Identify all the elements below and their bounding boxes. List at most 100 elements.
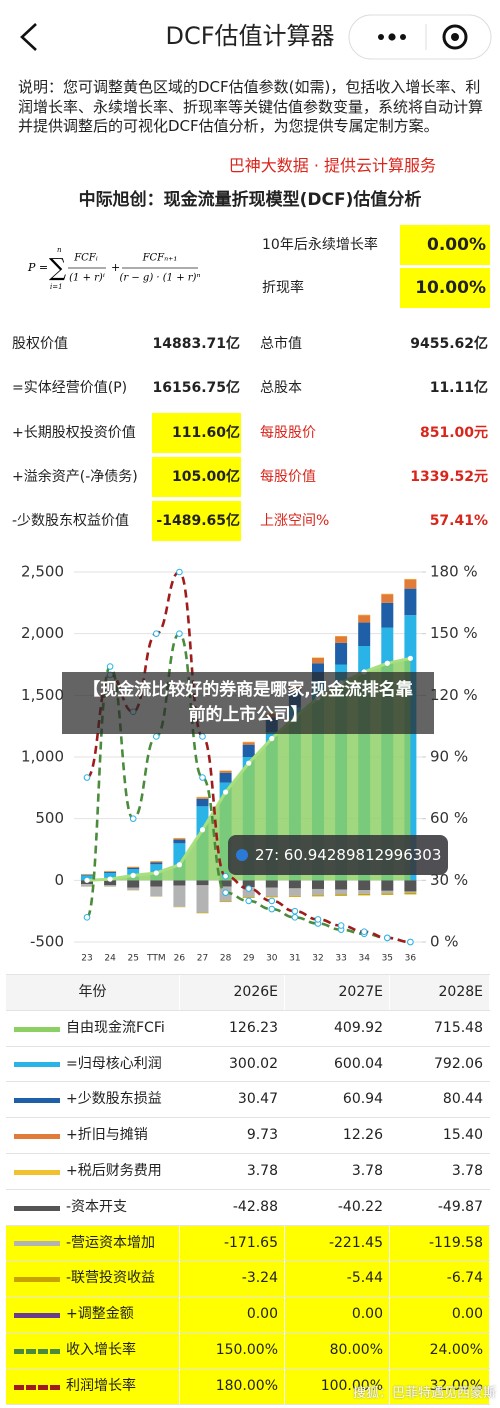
ad-banner[interactable]: 【现金流比较好的券商是哪家,现金流排名靠前的上市公司】 <box>62 672 434 734</box>
bar <box>358 880 371 891</box>
point <box>176 862 182 868</box>
metric-label: 总市值 <box>260 336 302 352</box>
legend-label: 自由现金流FCFi <box>66 1019 165 1036</box>
bar <box>335 636 348 643</box>
bar <box>104 885 117 887</box>
row-line <box>6 1260 490 1262</box>
table-cell: 300.02 <box>180 1046 284 1082</box>
point <box>245 897 252 905</box>
point <box>84 877 90 883</box>
y2-tick-label: 0 % <box>430 933 459 951</box>
bar <box>196 912 209 914</box>
table-cell[interactable]: -3.24 <box>180 1261 284 1297</box>
x-tick-label: 33 <box>335 954 346 964</box>
credit: 巴神大数据 · 提供云计算服务 <box>228 156 436 175</box>
legend-label: 利润增长率 <box>66 1377 136 1394</box>
intro-text: 说明：您可调整黄色区域的DCF估值参数(如需)，包括收入增长率、利润增长率、永续… <box>18 78 484 135</box>
bar <box>173 839 186 844</box>
tooltip-dot <box>236 849 248 861</box>
bar <box>242 742 255 745</box>
ad-banner-text: 【现金流比较好的券商是哪家,现金流排名靠前的上市公司】 <box>83 680 413 725</box>
bar <box>312 888 324 896</box>
value-input[interactable] <box>152 412 241 453</box>
bar <box>150 886 163 897</box>
row-label: =归母核心利润 <box>6 1046 179 1082</box>
line <box>85 632 411 944</box>
table-cell: -42.88 <box>180 1189 284 1225</box>
table-cell[interactable]: 80.00% <box>285 1333 389 1368</box>
page-title: DCF估值计算器 <box>165 22 335 50</box>
metric-label: 每股价值 <box>260 468 316 485</box>
param-input[interactable]: 10.00% <box>400 268 490 308</box>
bar <box>219 880 232 887</box>
row-label: 利润增长率 <box>6 1368 179 1404</box>
point <box>223 789 229 795</box>
table-cell: -40.22 <box>285 1189 389 1225</box>
row-label: +税后财务费用 <box>6 1154 179 1189</box>
legend-label: +税后财务费用 <box>66 1163 162 1179</box>
table-cell[interactable]: 0.00 <box>180 1297 284 1332</box>
bar <box>265 887 278 897</box>
metric-value: 851.00元 <box>419 424 488 441</box>
header-cell: 年份 <box>6 975 179 1010</box>
table-cell[interactable]: 0.00 <box>285 1297 389 1332</box>
param-label: 折现率 <box>262 280 304 296</box>
point <box>199 733 206 740</box>
bar <box>335 889 348 895</box>
legend-swatch <box>14 1348 60 1354</box>
x-tick-label: 36 <box>405 954 417 964</box>
metric-label: +溢余资产(-净债务) <box>12 468 138 485</box>
y2-tick-label: 120 % <box>430 686 478 704</box>
x-tick-label: 31 <box>289 954 300 964</box>
metric-value: -1489.65亿 <box>156 513 240 530</box>
y2-tick-label: 30 % <box>430 871 468 889</box>
legend-label: -营运资本增加 <box>66 1234 156 1251</box>
table-cell[interactable]: 32.00% <box>390 1368 489 1404</box>
y-tick-label: 0 <box>54 871 64 889</box>
value-input[interactable] <box>152 456 241 497</box>
bar <box>381 602 394 628</box>
table-cell[interactable]: -221.45 <box>285 1225 389 1261</box>
bar <box>381 594 394 603</box>
bar <box>150 861 163 863</box>
bar <box>381 890 394 894</box>
table-cell[interactable]: 150.00% <box>180 1333 284 1368</box>
table-cell: 409.92 <box>285 1010 389 1046</box>
capsule <box>348 14 492 60</box>
table-cell[interactable]: -119.58 <box>390 1225 489 1261</box>
param-input[interactable]: 0.00% <box>400 225 490 265</box>
legend-swatch <box>14 1277 60 1283</box>
row-line <box>6 1153 490 1154</box>
point <box>83 774 91 781</box>
back-icon <box>20 23 37 51</box>
table-cell[interactable]: 0.00 <box>390 1297 489 1332</box>
close-button[interactable] <box>442 24 468 50</box>
table-cell[interactable]: 180.00% <box>180 1368 284 1404</box>
formula-denominator: (r − g) · (1 + r)ⁿ <box>120 273 201 284</box>
legend-swatch <box>14 1241 60 1247</box>
table-cell[interactable]: -5.44 <box>285 1261 389 1297</box>
table-cell[interactable]: 100.00% <box>285 1368 389 1404</box>
back-button[interactable] <box>14 20 44 54</box>
table-cell: 30.47 <box>180 1082 284 1118</box>
bar <box>104 880 117 886</box>
bar <box>173 880 186 886</box>
x-tick-label: 23 <box>81 954 92 964</box>
table-cell[interactable]: -6.74 <box>390 1261 489 1297</box>
formula-lhs: P = <box>27 261 48 274</box>
metric-value: 16156.75亿 <box>152 380 240 397</box>
table-cell: 60.94 <box>285 1082 389 1118</box>
x-tick-label: 25 <box>127 954 138 964</box>
table-cell[interactable]: 24.00% <box>390 1333 489 1368</box>
legend-swatch <box>14 1026 60 1032</box>
bar <box>150 880 163 887</box>
y-tick-label: 2,500 <box>21 563 64 581</box>
more-button[interactable] <box>378 33 406 41</box>
table-cell[interactable]: -171.65 <box>180 1225 284 1261</box>
metric-label: =实体经营价值(P) <box>12 380 128 397</box>
bar <box>242 880 255 888</box>
watermark: 搜狐：巴菲特遇见西蒙斯 <box>352 1386 496 1401</box>
model-title: 中际旭创：现金流量折现模型(DCF)估值分析 <box>78 190 422 210</box>
value-input[interactable] <box>152 501 241 542</box>
point <box>245 885 252 892</box>
